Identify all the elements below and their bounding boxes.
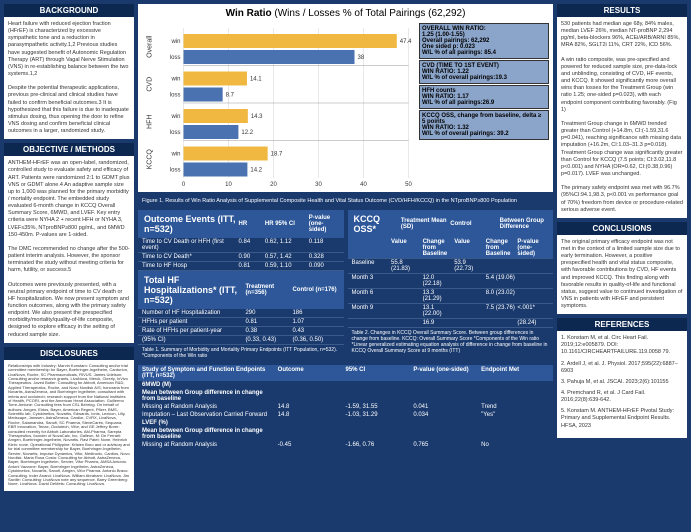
table-row: Missing at Random Analysis-0.45-1.66, 0.… — [138, 441, 553, 449]
table-row: 16.9(28.24) — [348, 319, 554, 328]
svg-text:HFH: HFH — [147, 115, 154, 129]
table-row: 6MWD (M) — [138, 381, 553, 389]
symptom-title: Study of Symptom and Function Endpoints … — [142, 367, 278, 379]
objective-section: OBJECTIVE / METHODS ANTHEM-HFrEF was an … — [4, 143, 134, 343]
svg-text:14.3: 14.3 — [251, 114, 263, 120]
table-row: LVEF (%) — [138, 419, 553, 427]
svg-text:win: win — [170, 114, 180, 120]
svg-text:38: 38 — [358, 55, 365, 61]
svg-text:8.7: 8.7 — [226, 93, 235, 99]
disclosures-section: DISCLOSURES Relationships with Industry:… — [4, 347, 134, 491]
info-box: CVD (TIME TO 1ST EVENT)WIN RATIO: 1.22W/… — [419, 60, 549, 84]
svg-text:loss: loss — [170, 168, 181, 174]
svg-text:loss: loss — [170, 130, 181, 136]
main-column: Win Ratio (Wins / Losses % of Total Pair… — [138, 4, 553, 528]
table-row: Number of HF Hospitalization290186 — [138, 309, 344, 318]
bg-p1: Heart failure with reduced ejection frac… — [8, 21, 130, 78]
table-row: Time to CV Death*0.900.57, 1.420.328 — [138, 253, 344, 262]
right-column: RESULTS 530 patients had median age 68y,… — [557, 4, 687, 528]
svg-text:10: 10 — [225, 182, 232, 188]
table-row: Month 613.3 (21.29)8.0 (23.02) — [348, 289, 554, 304]
table-row: Imputation – Last Observation Carried Fo… — [138, 411, 553, 419]
svg-text:50: 50 — [405, 182, 412, 188]
chart-title: Win Ratio (Wins / Losses % of Total Pair… — [142, 8, 549, 19]
table-row: (95% CI)(0.33, 0.43)(0.36, 0.50) — [138, 336, 344, 345]
info-boxes: OVERALL WIN RATIO:1.25 (1.00-1.55)Overal… — [419, 23, 549, 188]
svg-text:12.2: 12.2 — [241, 130, 253, 136]
results-body: 530 patients had median age 68y, 84% mal… — [557, 17, 687, 218]
references-body: 1. Konstam M, et al. Circ Heart Fail. 20… — [557, 331, 687, 438]
svg-text:loss: loss — [170, 55, 181, 61]
svg-text:KCCQ: KCCQ — [147, 149, 154, 170]
tbl2-caption: Table 2. Changes in KCCQ Overall Summary… — [348, 328, 554, 356]
obj-p2: The DMC recommended no change after the … — [8, 246, 130, 275]
table-row: HFHs per patient0.811.07 — [138, 318, 344, 327]
disclosures-body: Relationships with Industry: Marvin Kons… — [4, 360, 134, 491]
results-section: RESULTS 530 patients had median age 68y,… — [557, 4, 687, 218]
bg-p2: Despite the potential therapeutic applic… — [8, 85, 130, 135]
objective-body: ANTHEM-HFrEF was an open-label, randomiz… — [4, 156, 134, 343]
references-section: REFERENCES 1. Konstam M, et al. Circ Hea… — [557, 318, 687, 438]
table-row: Missing at Random Analysis14.8-1.59, 31.… — [138, 403, 553, 411]
objective-header: OBJECTIVE / METHODS — [4, 143, 134, 156]
disclosures-header: DISCLOSURES — [4, 347, 134, 360]
svg-text:win: win — [170, 152, 180, 158]
table-row: Mean between Group difference in change … — [138, 427, 553, 441]
svg-text:Overall: Overall — [147, 35, 154, 58]
svg-text:30: 30 — [315, 182, 322, 188]
table-row: Time to HF Hosp0.810.59, 1.100.090 — [138, 262, 344, 271]
info-box: KCCQ OSS, change from baseline, delta ≥ … — [419, 110, 549, 140]
svg-text:loss: loss — [170, 93, 181, 99]
hf-title: Total HF Hospitalizations* (ITT, n=532) — [142, 273, 245, 307]
tables-row-1: Outcome Events (ITT, n=532) HR HR 95% CI… — [138, 210, 553, 361]
svg-text:20: 20 — [270, 182, 277, 188]
res-p3: Treatment Group change in 6MWD trended g… — [561, 121, 683, 178]
references-header: REFERENCES — [557, 318, 687, 331]
table-row: Month 913.1 (22.00)7.5 (23.76)<.001* — [348, 304, 554, 319]
background-section: BACKGROUND Heart failure with reduced ej… — [4, 4, 134, 139]
oe-title: Outcome Events (ITT, n=532) — [142, 212, 239, 236]
conclusions-body: The original primary efficacy endpoint w… — [557, 235, 687, 314]
kccq-table: KCCQ OSS* Treatment Mean (SD) Control Be… — [348, 210, 554, 361]
svg-text:win: win — [170, 39, 180, 45]
obj-p1: ANTHEM-HFrEF was an open-label, randomiz… — [8, 160, 130, 239]
svg-text:47.4: 47.4 — [400, 39, 412, 45]
info-box: HFH countsWIN RATIO: 1.17W/L % of all pa… — [419, 85, 549, 109]
svg-text:14.1: 14.1 — [250, 77, 262, 83]
svg-text:CVD: CVD — [147, 77, 154, 92]
table-row: Baseline55.8 (21.83)53.9 (22.73) — [348, 259, 554, 274]
svg-text:0: 0 — [182, 182, 186, 188]
tbl1-caption: Table 1. Summary of Morbidity and Mortal… — [138, 345, 344, 361]
obj-p3: Outcomes were previously presented, with… — [8, 282, 130, 339]
conclusions-section: CONCLUSIONS The original primary efficac… — [557, 222, 687, 314]
svg-text:18.7: 18.7 — [271, 152, 283, 158]
symptom-table: Study of Symptom and Function Endpoints … — [138, 365, 553, 449]
left-column: BACKGROUND Heart failure with reduced ej… — [4, 4, 134, 528]
svg-text:win: win — [170, 77, 180, 83]
kccq-title: KCCQ OSS* — [352, 212, 401, 236]
svg-text:40: 40 — [360, 182, 367, 188]
outcome-events-table: Outcome Events (ITT, n=532) HR HR 95% CI… — [138, 210, 344, 361]
res-p4: The primary safety endpoint was met with… — [561, 185, 683, 214]
table-row: Mean between Group difference in change … — [138, 389, 553, 403]
res-p1: 530 patients had median age 68y, 84% mal… — [561, 21, 683, 50]
table-row: Time to CV Death or HFH (first event)0.8… — [138, 238, 344, 253]
results-header: RESULTS — [557, 4, 687, 17]
chart-area: 0 10 20 30 40 50 win 47.4 loss 38 win 14.1 loss 8.7 wi… — [142, 23, 549, 188]
background-header: BACKGROUND — [4, 4, 134, 17]
res-p2: A win ratio composite, was pre-specified… — [561, 57, 683, 114]
table-row: Month 312.0 (22.18)5.4 (19.06) — [348, 274, 554, 289]
fig1-caption: Figure 1. Results of Win Ratio Analysis … — [138, 196, 553, 206]
info-box: OVERALL WIN RATIO:1.25 (1.00-1.55)Overal… — [419, 23, 549, 59]
table-row: Rate of HFHs per patient-year0.380.43 — [138, 327, 344, 336]
svg-text:14.2: 14.2 — [250, 168, 262, 174]
conclusions-header: CONCLUSIONS — [557, 222, 687, 235]
winratio-chart: 0 10 20 30 40 50 win 47.4 loss 38 win 14.1 loss 8.7 wi… — [142, 23, 415, 188]
background-body: Heart failure with reduced ejection frac… — [4, 17, 134, 139]
win-ratio-panel: Win Ratio (Wins / Losses % of Total Pair… — [138, 4, 553, 192]
